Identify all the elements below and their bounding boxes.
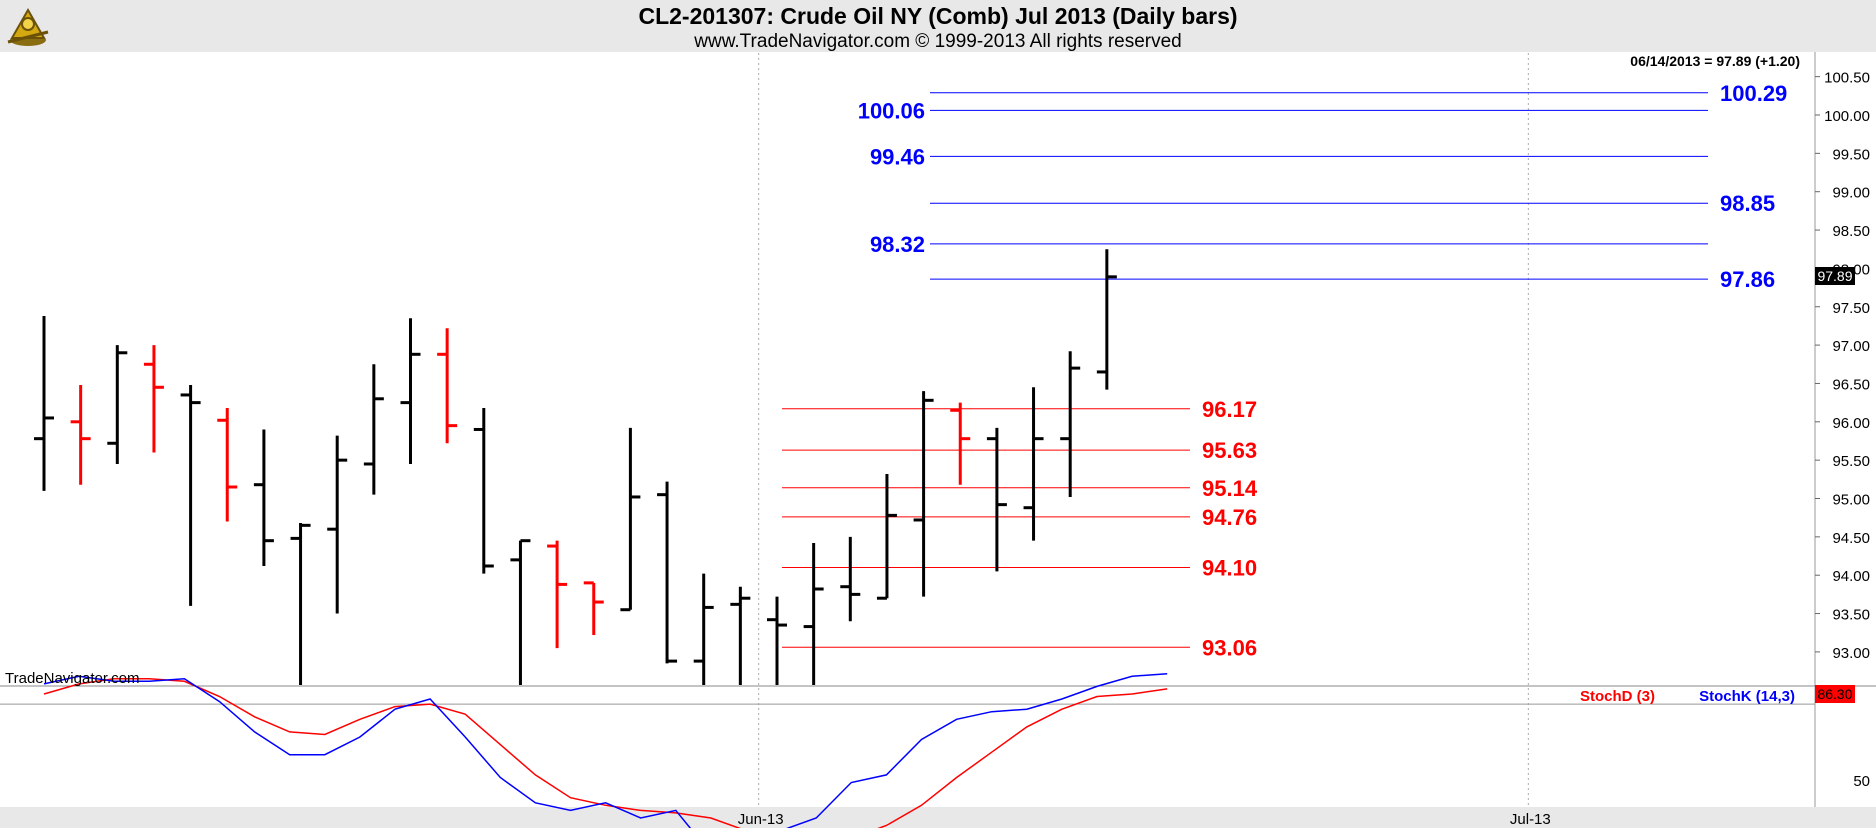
legend-stochd: StochD (3) — [1580, 688, 1655, 705]
ohlc-bar — [730, 586, 751, 685]
price-tick-label: 93.50 — [1832, 607, 1870, 624]
ohlc-bar — [253, 429, 274, 566]
price-tick-label: 98.50 — [1832, 223, 1870, 240]
price-tick-label: 95.50 — [1832, 453, 1870, 470]
stochastic-legend: StochD (3) StochK (14,3) — [1580, 688, 1795, 705]
ohlc-bar — [70, 384, 91, 485]
ohlc-bar — [143, 345, 164, 453]
ohlc-bar — [327, 435, 348, 614]
price-tick-label: 97.00 — [1832, 338, 1870, 355]
level-label: 100.06 — [858, 98, 925, 123]
level-label: 97.86 — [1720, 267, 1775, 292]
ohlc-bar — [1096, 249, 1117, 390]
price-tick-label: 94.50 — [1832, 530, 1870, 547]
ohlc-bar — [217, 407, 238, 522]
price-tick-label: 94.00 — [1832, 568, 1870, 585]
stochastic-current-marker: 86.30 — [1815, 685, 1855, 703]
ohlc-bar — [473, 407, 494, 574]
chart-title: CL2-201307: Crude Oil NY (Comb) Jul 2013… — [638, 3, 1238, 29]
price-tick-label: 96.00 — [1832, 415, 1870, 432]
chart-header: CL2-201307: Crude Oil NY (Comb) Jul 2013… — [0, 0, 1876, 52]
ohlc-bar — [1023, 387, 1044, 541]
ohlc-bar — [693, 573, 714, 685]
chart-subtitle: www.TradeNavigator.com © 1999-2013 All r… — [694, 31, 1182, 52]
ohlc-bar — [437, 328, 458, 444]
ohlc-bar — [583, 581, 604, 636]
price-tick-label: 93.00 — [1832, 645, 1870, 662]
level-label: 98.85 — [1720, 191, 1775, 216]
level-label: 94.10 — [1202, 556, 1257, 581]
ohlc-bar — [180, 384, 201, 606]
legend-stochk: StochK (14,3) — [1699, 688, 1795, 705]
ohlc-bar — [876, 473, 897, 600]
ohlc-bar — [913, 391, 934, 597]
ohlc-bar — [840, 536, 861, 622]
stochastic-series-line — [43, 672, 1168, 828]
time-axis-background — [0, 807, 1876, 828]
stochastic-panel-background — [0, 686, 1876, 828]
time-tick-label: Jul-13 — [1510, 811, 1551, 828]
level-label: 98.32 — [870, 232, 925, 257]
current-price-marker: 97.89 — [1815, 267, 1855, 285]
price-tick-label: 97.50 — [1832, 300, 1870, 317]
stochastic-series-line — [43, 678, 1168, 828]
price-axis-background — [1815, 52, 1876, 686]
trade-navigator-logo-icon — [7, 7, 49, 46]
ohlc-bar — [986, 427, 1007, 572]
price-tick-label: 100.50 — [1824, 70, 1870, 87]
price-tick-label: 100.00 — [1824, 108, 1870, 125]
ohlc-bar — [510, 539, 531, 685]
level-label: 100.29 — [1720, 81, 1787, 106]
stochastic-tick-label: 50 — [1853, 773, 1870, 790]
ohlc-bar — [657, 481, 678, 664]
ohlc-bar — [107, 345, 128, 464]
ohlc-bar — [1060, 351, 1081, 497]
ohlc-bar — [950, 402, 971, 485]
stochastic-current-value: 86.30 — [1817, 686, 1852, 702]
price-tick-label: 96.50 — [1832, 376, 1870, 393]
current-price-label: 97.89 — [1817, 268, 1852, 284]
ohlc-bar — [363, 364, 384, 495]
level-label: 99.46 — [870, 144, 925, 169]
ohlc-bar — [803, 542, 824, 685]
price-tick-label: 99.00 — [1832, 185, 1870, 202]
ohlc-bar — [767, 596, 787, 685]
level-label: 96.17 — [1202, 397, 1257, 422]
level-label: 94.76 — [1202, 505, 1257, 530]
watermark-label: TradeNavigator.com — [5, 670, 140, 687]
level-label: 95.63 — [1202, 438, 1257, 463]
last-price-label: 06/14/2013 = 97.89 (+1.20) — [1630, 53, 1800, 69]
ohlc-bar — [290, 523, 311, 685]
ohlc-bar — [547, 540, 568, 649]
ohlc-bar — [620, 427, 641, 612]
price-tick-label: 95.00 — [1832, 492, 1870, 509]
price-tick-label: 99.50 — [1832, 146, 1870, 163]
time-tick-label: Jun-13 — [738, 811, 784, 828]
ohlc-bar — [400, 318, 421, 464]
ohlc-bar — [34, 315, 54, 491]
level-label: 93.06 — [1202, 635, 1257, 660]
plot-background — [0, 52, 1815, 686]
level-label: 95.14 — [1202, 476, 1258, 501]
